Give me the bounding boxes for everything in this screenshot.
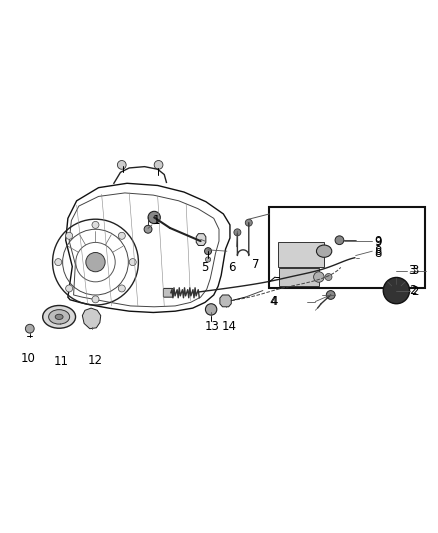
Text: 8: 8 (374, 245, 382, 257)
Circle shape (325, 273, 332, 280)
Text: 4: 4 (269, 295, 276, 308)
Circle shape (245, 219, 252, 226)
Circle shape (117, 160, 126, 169)
Circle shape (92, 221, 99, 229)
Text: 7: 7 (252, 258, 259, 271)
Text: 3: 3 (409, 264, 416, 277)
Circle shape (66, 232, 73, 239)
Circle shape (205, 304, 217, 315)
Polygon shape (82, 308, 101, 329)
Circle shape (383, 278, 410, 304)
Bar (269, 207, 425, 288)
Text: 9: 9 (374, 236, 382, 249)
Circle shape (66, 285, 73, 292)
Circle shape (234, 229, 241, 236)
Text: 13: 13 (205, 320, 220, 334)
Circle shape (326, 290, 335, 300)
Circle shape (154, 160, 163, 169)
Ellipse shape (316, 245, 332, 257)
Text: 1: 1 (152, 214, 160, 227)
Text: 14: 14 (221, 320, 236, 334)
Circle shape (205, 257, 211, 262)
Text: 10: 10 (21, 352, 36, 365)
Circle shape (118, 285, 125, 292)
Circle shape (335, 236, 344, 245)
Text: 2: 2 (411, 285, 418, 297)
Polygon shape (196, 233, 206, 246)
Text: 8: 8 (374, 247, 382, 260)
Circle shape (144, 225, 152, 233)
Text: 2: 2 (409, 284, 416, 297)
Text: 12: 12 (88, 354, 102, 367)
Text: 6: 6 (228, 261, 235, 274)
Ellipse shape (55, 314, 63, 319)
Circle shape (129, 259, 136, 265)
Bar (279, 268, 319, 286)
Ellipse shape (42, 305, 76, 328)
Circle shape (86, 253, 105, 272)
Circle shape (55, 259, 62, 265)
Circle shape (205, 248, 212, 255)
FancyBboxPatch shape (163, 288, 173, 297)
Text: 3: 3 (411, 264, 418, 277)
Circle shape (148, 211, 160, 223)
Circle shape (92, 296, 99, 303)
Circle shape (314, 272, 324, 282)
Text: 5: 5 (201, 261, 209, 274)
Bar (278, 242, 324, 268)
Text: 9: 9 (374, 235, 382, 248)
Circle shape (25, 324, 34, 333)
Circle shape (118, 232, 125, 239)
Polygon shape (220, 295, 231, 307)
Text: 11: 11 (53, 356, 68, 368)
Ellipse shape (49, 310, 70, 324)
Text: 4: 4 (271, 295, 278, 308)
